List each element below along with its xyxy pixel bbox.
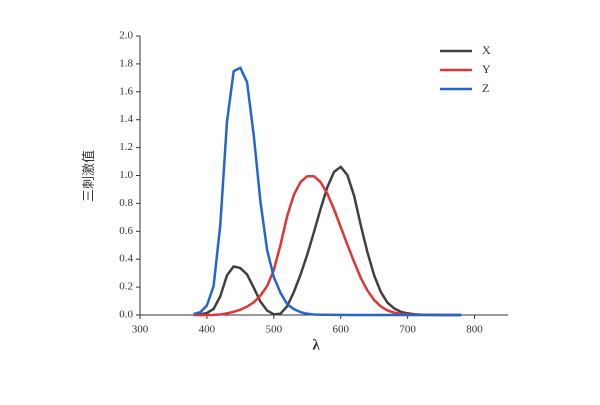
y-tick-label: 0.4: [119, 253, 133, 265]
series-line: [193, 174, 462, 317]
series-line: [193, 66, 462, 317]
legend-label: X: [482, 43, 491, 57]
legend-label: Y: [482, 62, 491, 76]
x-tick-label: 800: [466, 324, 483, 336]
y-tick-label: 1.8: [119, 57, 133, 69]
series-line: [193, 165, 462, 317]
y-tick-label: 1.6: [119, 85, 133, 97]
y-tick-label: 1.0: [119, 169, 133, 181]
y-tick-label: 0.8: [119, 197, 133, 209]
y-tick-label: 1.4: [119, 113, 133, 125]
x-tick-label: 600: [332, 324, 349, 336]
y-tick-label: 0.6: [119, 225, 133, 237]
y-tick-label: 1.2: [119, 141, 133, 153]
y-axis-label: 三刺激值: [81, 150, 96, 202]
y-tick-label: 0.2: [119, 281, 133, 293]
y-tick-label: 2.0: [119, 30, 133, 42]
x-tick-label: 300: [132, 324, 149, 336]
x-tick-label: 500: [266, 324, 283, 336]
x-tick-label: 700: [399, 324, 416, 336]
y-tick-label: 0.0: [119, 309, 133, 321]
x-axis-label: λ: [312, 337, 320, 353]
legend-label: Z: [482, 81, 489, 95]
x-tick-label: 400: [199, 324, 216, 336]
